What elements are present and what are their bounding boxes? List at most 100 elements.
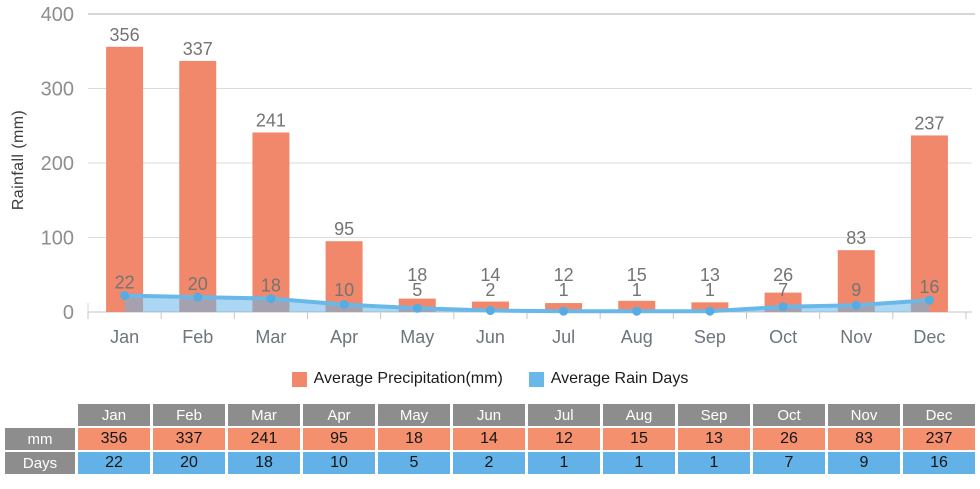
cell-mm-Oct: 26 [753,428,825,450]
precip-value-label-Jul: 12 [554,265,574,285]
bar-Mar [252,132,290,312]
month-label-Mar: Mar [255,327,286,347]
rain-value-label-Jan: 22 [115,273,135,293]
month-label-Sep: Sep [694,327,726,347]
col-header-Nov: Nov [828,404,900,426]
precip-value-label-Jun: 14 [480,265,500,285]
table-header-row: Jan Feb Mar Apr May Jun Jul Aug Sep Oct Nov Dec [5,404,975,426]
cell-mm-Sep: 13 [678,428,750,450]
precip-value-label-Nov: 83 [846,228,866,248]
table-row-Days: Days 22 20 18 10 5 2 1 1 1 7 9 16 [5,452,975,474]
bar-Dec [910,135,948,312]
month-label-Oct: Oct [769,327,797,347]
col-header-Apr: Apr [303,404,375,426]
rain-value-label-Sep: 1 [705,280,715,300]
rain-value-label-Mar: 18 [261,276,281,296]
table-row-mm: mm 356 337 241 95 18 14 12 15 13 26 83 237 [5,428,975,450]
cell-mm-Apr: 95 [303,428,375,450]
chart-legend: Average Precipitation(mm) Average Rain D… [0,370,980,388]
y-tick-label-300: 300 [41,79,74,101]
row-header-Days: Days [5,452,75,474]
month-label-Aug: Aug [621,327,653,347]
rain-value-label-Dec: 16 [919,277,939,297]
rain-days-marker-Mar [266,294,276,304]
col-header-Jun: Jun [453,404,525,426]
y-tick-label-200: 200 [41,153,74,175]
cell-Days-Mar: 18 [228,452,300,474]
month-label-Jan: Jan [110,327,139,347]
rain-days-marker-Aug [632,306,642,316]
rain-value-label-Jul: 1 [559,280,569,300]
rain-days-line [122,293,932,314]
rain-value-label-Apr: 10 [334,280,354,300]
col-header-Dec: Dec [903,404,975,426]
cell-Days-Jul: 1 [528,452,600,474]
col-header-Aug: Aug [603,404,675,426]
rain-days-marker-Jun [485,306,495,316]
precip-value-label-Jan: 356 [110,25,140,45]
y-tick-label-400: 400 [41,4,74,26]
month-label-Apr: Apr [330,327,358,347]
cell-mm-Jul: 12 [528,428,600,450]
table-corner-cell [5,404,75,426]
rain-days-marker-May [412,303,422,313]
legend-label-rain-days: Average Rain Days [550,370,689,387]
cell-mm-Jun: 14 [453,428,525,450]
precip-value-label-Sep: 13 [700,265,720,285]
col-header-Feb: Feb [153,404,225,426]
rain-value-label-Aug: 1 [632,280,642,300]
precip-value-label-Mar: 241 [256,110,286,130]
col-header-Jul: Jul [528,404,600,426]
rain-days-area [124,295,930,312]
cell-mm-Mar: 241 [228,428,300,450]
month-label-Dec: Dec [913,327,945,347]
bar-Jan [106,46,144,312]
rain-days-marker-Jan [120,291,130,301]
col-header-Jan: Jan [78,404,150,426]
rain-days-marker-Nov [851,300,861,310]
cell-Days-Apr: 10 [303,452,375,474]
cell-Days-May: 5 [378,452,450,474]
cell-Days-Nov: 9 [828,452,900,474]
rain-value-label-May: 5 [412,280,422,300]
month-label-May: May [400,327,434,347]
legend-swatch-rain-days-icon [528,371,544,387]
cell-mm-Aug: 15 [603,428,675,450]
legend-swatch-precipitation-icon [291,371,307,387]
precip-value-label-May: 18 [407,265,427,285]
cell-Days-Jan: 22 [78,452,150,474]
rain-value-label-Oct: 7 [778,280,788,300]
cell-mm-Jan: 356 [78,428,150,450]
cell-Days-Dec: 16 [903,452,975,474]
cell-Days-Oct: 7 [753,452,825,474]
precip-value-label-Oct: 26 [773,265,793,285]
cell-Days-Aug: 1 [603,452,675,474]
month-label-Jun: Jun [476,327,505,347]
month-label-Nov: Nov [840,327,872,347]
rain-value-label-Nov: 9 [851,280,861,300]
col-header-May: May [378,404,450,426]
rain-days-marker-Jul [559,306,569,316]
rain-value-label-Feb: 20 [188,274,208,294]
cell-Days-Feb: 20 [153,452,225,474]
rain-days-marker-Apr [339,300,349,310]
col-header-Sep: Sep [678,404,750,426]
cell-mm-Dec: 237 [903,428,975,450]
rain-days-marker-Oct [778,302,788,312]
cell-Days-Sep: 1 [678,452,750,474]
rain-days-marker-Sep [705,306,715,316]
col-header-Mar: Mar [228,404,300,426]
cell-Days-Jun: 2 [453,452,525,474]
monthly-data-table: Jan Feb Mar Apr May Jun Jul Aug Sep Oct Nov Dec mm 35… [2,402,978,476]
cell-mm-May: 18 [378,428,450,450]
cell-mm-Feb: 337 [153,428,225,450]
legend-label-precipitation: Average Precipitation(mm) [313,370,503,387]
y-tick-label-0: 0 [63,302,74,324]
bar-Aug [618,300,656,312]
precip-value-label-Apr: 95 [334,219,354,239]
precip-value-label-Dec: 237 [914,113,944,133]
chart-canvas: 0100200300400356223372024118951018514212… [41,4,975,347]
rainfall-chart: 0 100 200 300 400 356 22 337 20 241 18 95 10 18 5 14 2 12… [10,4,975,387]
precip-value-label-Aug: 15 [627,265,647,285]
